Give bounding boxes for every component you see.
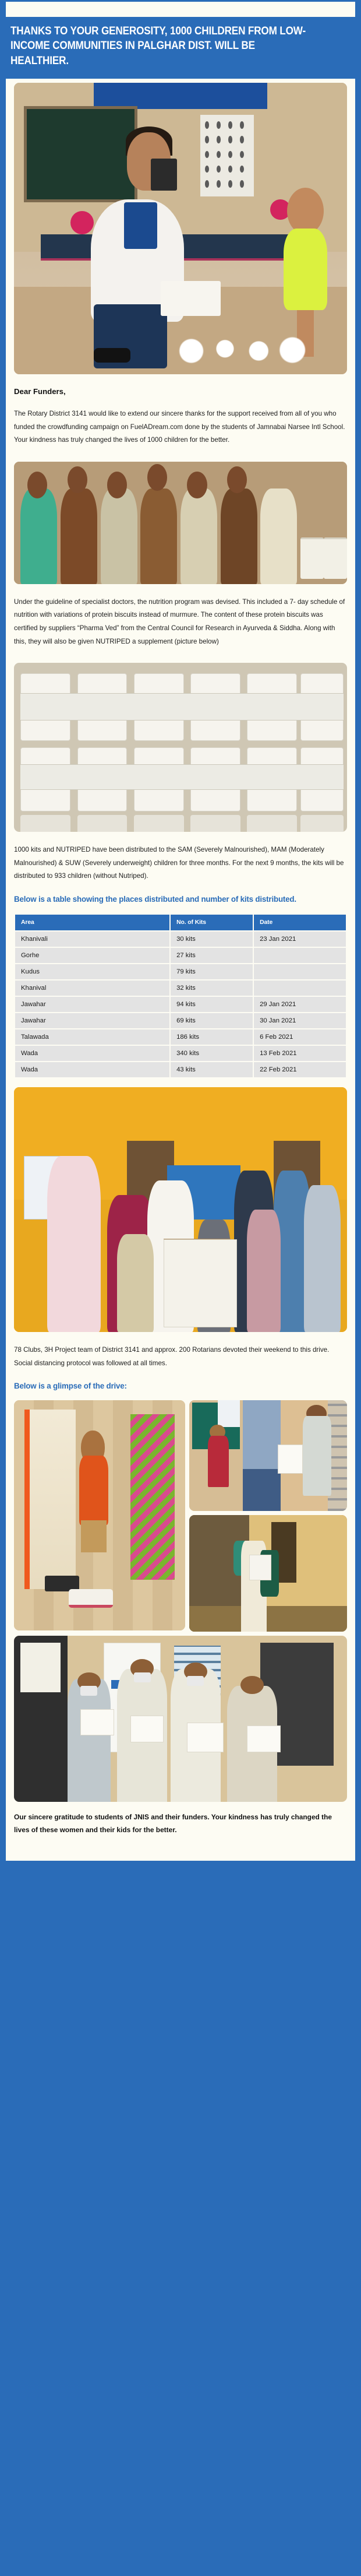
table-heading: Below is a table showing the places dist… xyxy=(14,894,296,904)
header-banner: THANKS TO YOUR GENEROSITY, 1000 CHILDREN… xyxy=(0,17,361,79)
photo-1-wrapper xyxy=(6,79,355,375)
cell-area: Kudus xyxy=(15,964,170,980)
kits-distribution-table: Area No. of Kits Date Khanivali 30 kits … xyxy=(14,913,347,1078)
photo-volunteers-distributing xyxy=(14,1636,347,1802)
table-row: Wada 43 kits 22 Feb 2021 xyxy=(15,1062,346,1078)
closing-statement: Our sincere gratitude to students of JNI… xyxy=(14,1813,332,1834)
photo-4-wrapper xyxy=(6,1083,355,1333)
photo-clinic-distribution xyxy=(14,83,347,375)
cell-kits: 340 kits xyxy=(171,1046,253,1062)
salutation: Dear Funders, xyxy=(14,387,66,396)
table-row: Khanivali 30 kits 23 Jan 2021 xyxy=(15,932,346,947)
table-row: Wada 340 kits 13 Feb 2021 xyxy=(15,1046,346,1062)
photo-supplement-tins xyxy=(14,663,347,832)
cell-kits: 79 kits xyxy=(171,964,253,980)
table-header-row: Area No. of Kits Date xyxy=(15,915,346,931)
table-row: Jawahar 69 kits 30 Jan 2021 xyxy=(15,1013,346,1029)
gallery-left-column xyxy=(14,1400,185,1632)
cell-date: 6 Feb 2021 xyxy=(254,1029,346,1045)
photo-rotarians-group xyxy=(14,1087,347,1333)
cell-date: 13 Feb 2021 xyxy=(254,1046,346,1062)
paragraph-nutrition-program: Under the guideline of specialist doctor… xyxy=(14,598,345,645)
cell-kits: 27 kits xyxy=(171,948,253,964)
cell-kits: 32 kits xyxy=(171,981,253,996)
cell-kits: 186 kits xyxy=(171,1029,253,1045)
table-row: Jawahar 94 kits 29 Jan 2021 xyxy=(15,997,346,1013)
cell-area: Wada xyxy=(15,1062,170,1078)
photo-children-with-tins xyxy=(14,461,347,584)
table-row: Khanival 32 kits xyxy=(15,981,346,996)
photo-woman-carrying-kit xyxy=(189,1515,347,1632)
photo-handing-kit-to-children xyxy=(189,1400,347,1512)
cell-date xyxy=(254,948,346,964)
column-header-area: Area xyxy=(15,915,170,931)
cell-area: Talawada xyxy=(15,1029,170,1045)
paragraph-kits-distributed: 1000 kits and NUTRIPED have been distrib… xyxy=(14,846,344,880)
gallery-right-column xyxy=(189,1400,347,1632)
cell-kits: 69 kits xyxy=(171,1013,253,1029)
photo-2-wrapper xyxy=(6,458,355,584)
photo-gallery-grid xyxy=(6,1400,355,1632)
cell-area: Gorhe xyxy=(15,948,170,964)
photo-8-wrapper xyxy=(6,1632,355,1802)
photo-child-on-scale xyxy=(14,1400,185,1631)
cell-date: 30 Jan 2021 xyxy=(254,1013,346,1029)
page-title: THANKS TO YOUR GENEROSITY, 1000 CHILDREN… xyxy=(10,24,306,67)
cell-kits: 94 kits xyxy=(171,997,253,1013)
cell-date: 29 Jan 2021 xyxy=(254,997,346,1013)
cell-date: 23 Jan 2021 xyxy=(254,932,346,947)
paragraph-thanks: The Rotary District 3141 would like to e… xyxy=(14,410,345,444)
paragraph-clubs-participation: 78 Clubs, 3H Project team of District 31… xyxy=(14,1346,330,1367)
top-strip xyxy=(6,2,355,17)
photo-3-wrapper xyxy=(6,659,355,832)
cell-area: Jawahar xyxy=(15,1013,170,1029)
cell-date xyxy=(254,964,346,980)
table-row: Gorhe 27 kits xyxy=(15,948,346,964)
card-bottom-padding xyxy=(6,1844,355,1855)
cell-area: Khanival xyxy=(15,981,170,996)
cell-kits: 43 kits xyxy=(171,1062,253,1078)
gallery-heading: Below is a glimpse of the drive: xyxy=(14,1382,127,1391)
table-row: Kudus 79 kits xyxy=(15,964,346,980)
cell-area: Jawahar xyxy=(15,997,170,1013)
content-card: Dear Funders, The Rotary District 3141 w… xyxy=(6,79,355,1861)
column-header-date: Date xyxy=(254,915,346,931)
cell-kits: 30 kits xyxy=(171,932,253,947)
cell-date: 22 Feb 2021 xyxy=(254,1062,346,1078)
column-header-kits: No. of Kits xyxy=(171,915,253,931)
table-row: Talawada 186 kits 6 Feb 2021 xyxy=(15,1029,346,1045)
cell-date xyxy=(254,981,346,996)
cell-area: Khanivali xyxy=(15,932,170,947)
cell-area: Wada xyxy=(15,1046,170,1062)
